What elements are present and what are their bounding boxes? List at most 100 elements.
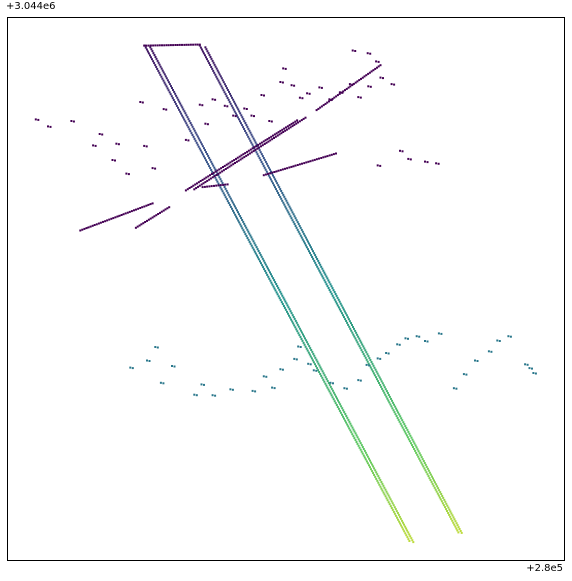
scatter-point [260, 141, 263, 144]
scatter-point [269, 279, 272, 282]
scatter-point [196, 143, 199, 146]
scatter-point [272, 182, 274, 185]
scatter-point [346, 316, 349, 319]
scatter-point [266, 138, 269, 141]
scatter-point [371, 470, 374, 473]
scatter-point [306, 92, 309, 95]
scatter-point [307, 248, 309, 251]
scatter-point [354, 81, 357, 84]
scatter-point [449, 515, 452, 518]
scatter-point [329, 381, 332, 384]
scatter-point [176, 96, 179, 99]
scatter-point [245, 124, 248, 126]
scatter-point [230, 94, 232, 97]
scatter-point [155, 57, 158, 60]
scatter-point [241, 116, 244, 119]
scatter-point [339, 310, 342, 313]
scatter-point [178, 100, 181, 103]
scatter-point [285, 207, 288, 210]
scatter-point [318, 269, 321, 272]
scatter-point [332, 391, 335, 394]
scatter-point [250, 151, 253, 154]
scatter-point [273, 279, 276, 282]
scatter-point [281, 128, 284, 131]
scatter-point [364, 349, 367, 352]
scatter-point [357, 343, 360, 346]
scatter-point [415, 446, 418, 449]
scatter-point [434, 488, 437, 491]
scatter-point [377, 481, 380, 484]
scatter-point [223, 91, 226, 94]
scatter-point [279, 81, 282, 83]
scatter-point [316, 367, 319, 370]
scatter-point [356, 442, 359, 445]
scatter-point [269, 271, 271, 274]
scatter-point [328, 390, 331, 393]
scatter-point [216, 169, 219, 172]
scatter-point [298, 327, 301, 330]
scatter-point [199, 149, 202, 152]
scatter-point [245, 131, 248, 134]
scatter-point [110, 217, 113, 220]
scatter-point [208, 178, 211, 181]
scatter-point [310, 246, 312, 249]
scatter-point [407, 531, 410, 534]
scatter-point [351, 331, 354, 334]
scatter-point [193, 188, 196, 191]
scatter-point [389, 498, 392, 501]
scatter-point [252, 145, 255, 148]
scatter-point [200, 151, 203, 154]
scatter-point [353, 335, 356, 338]
scatter-point [283, 127, 286, 130]
scatter-point [223, 194, 226, 197]
scatter-point [440, 500, 443, 503]
scatter-point [311, 359, 314, 362]
scatter-point [290, 84, 293, 87]
scatter-point [174, 92, 177, 95]
scatter-point [166, 87, 169, 90]
scatter-point [385, 352, 388, 354]
scatter-point [129, 366, 132, 369]
scatter-point [396, 516, 398, 519]
scatter-point [259, 260, 261, 263]
scatter-point [230, 164, 233, 167]
scatter-point [331, 389, 334, 392]
scatter-point [255, 254, 258, 257]
scatter-point [260, 255, 263, 258]
scatter-point [87, 226, 90, 229]
scatter-point [114, 216, 117, 219]
scatter-point [296, 164, 299, 166]
scatter-point [221, 170, 224, 173]
scatter-point [201, 104, 204, 107]
scatter-point [205, 151, 207, 154]
scatter-point [317, 369, 320, 372]
scatter-point [315, 365, 317, 368]
scatter-point [283, 195, 286, 198]
scatter-point [79, 229, 82, 232]
scatter-point [383, 391, 386, 394]
scatter-point [367, 72, 370, 75]
scatter-point [303, 343, 306, 346]
scatter-point [490, 350, 493, 353]
scatter-point [234, 115, 237, 118]
scatter-point [242, 229, 245, 232]
scatter-point [168, 91, 171, 94]
scatter-point [108, 218, 111, 221]
scatter-point [271, 171, 274, 174]
scatter-point [357, 379, 360, 382]
scatter-point [199, 46, 202, 49]
scatter-point [241, 227, 244, 230]
scatter-point [457, 531, 460, 534]
scatter-point [292, 322, 295, 325]
scatter-point [386, 492, 389, 495]
scatter-point [166, 79, 169, 82]
scatter-point [437, 487, 440, 490]
scatter-point [296, 323, 299, 326]
scatter-point [286, 201, 289, 204]
scatter-point [285, 199, 288, 202]
scatter-point [204, 54, 206, 57]
scatter-point [229, 92, 231, 95]
scatter-point [248, 152, 251, 155]
scatter-point [293, 84, 296, 87]
scatter-point [253, 146, 256, 149]
